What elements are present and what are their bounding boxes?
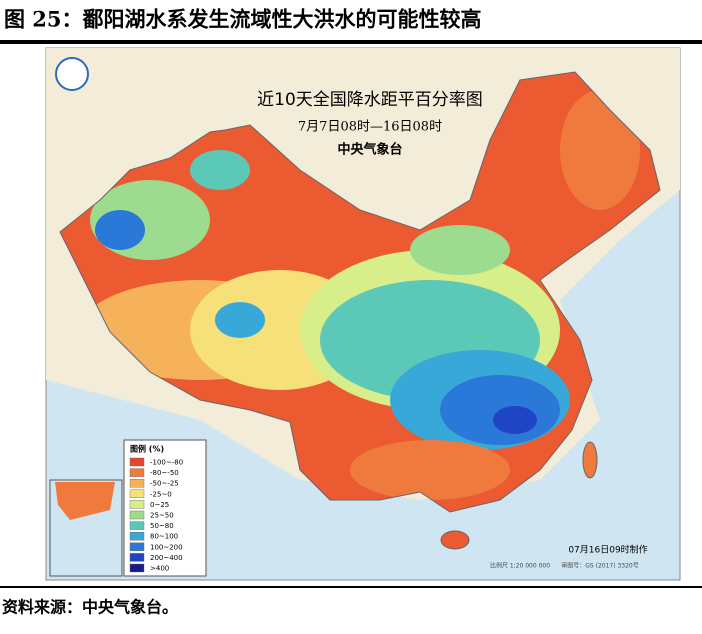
scale: 比例尺 1:20 000 000 xyxy=(490,562,550,570)
legend-label: >400 xyxy=(150,565,169,573)
legend-label: 200~400 xyxy=(150,554,183,562)
legend: 图例 (%) -100~-80 -80~-50 -50~-25 -25~0 0~25 25… xyxy=(123,439,207,577)
top-rule xyxy=(0,40,702,44)
legend-title: 图例 (%) xyxy=(130,444,164,454)
map-title: 近10天全国降水距平百分率图 xyxy=(257,90,483,110)
legend-swatch xyxy=(129,457,145,467)
legend-label: 0~25 xyxy=(150,501,169,509)
legend-swatch xyxy=(129,553,145,562)
legend-swatch xyxy=(129,542,145,551)
legend-label: 100~200 xyxy=(150,543,183,551)
legend-swatch xyxy=(129,521,145,530)
bottom-rule xyxy=(0,586,702,588)
legend-label: 50~80 xyxy=(150,522,174,530)
legend-swatch xyxy=(129,510,145,520)
review-no: 审图号：GS (2017) 3320号 xyxy=(561,562,639,570)
made-at: 07月16日09时制作 xyxy=(568,544,647,556)
map-period: 7月7日08时—16日08时 xyxy=(298,120,442,135)
legend-swatch xyxy=(129,479,145,488)
legend-label: 25~50 xyxy=(150,512,174,520)
map: 近10天全国降水距平百分率图 7月7日08时—16日08时 中央气象台 图例 (… xyxy=(45,47,681,581)
map-issuer: 中央气象台 xyxy=(337,142,402,158)
legend-swatch xyxy=(129,532,145,541)
figure-title: 图 25：鄱阳湖水系发生流域性大洪水的可能性较高 xyxy=(4,7,482,32)
legend-label: 80~100 xyxy=(150,533,178,541)
legend-swatch xyxy=(129,563,145,573)
legend-label: -25~0 xyxy=(150,490,172,498)
legend-label: -50~-25 xyxy=(150,480,179,488)
source: 资料来源：中央气象台。 xyxy=(2,598,178,617)
legend-label: -100~-80 xyxy=(150,459,183,467)
legend-swatch xyxy=(129,489,145,498)
legend-swatch xyxy=(129,500,145,509)
legend-swatch xyxy=(129,468,145,477)
legend-label: -80~-50 xyxy=(150,469,179,477)
